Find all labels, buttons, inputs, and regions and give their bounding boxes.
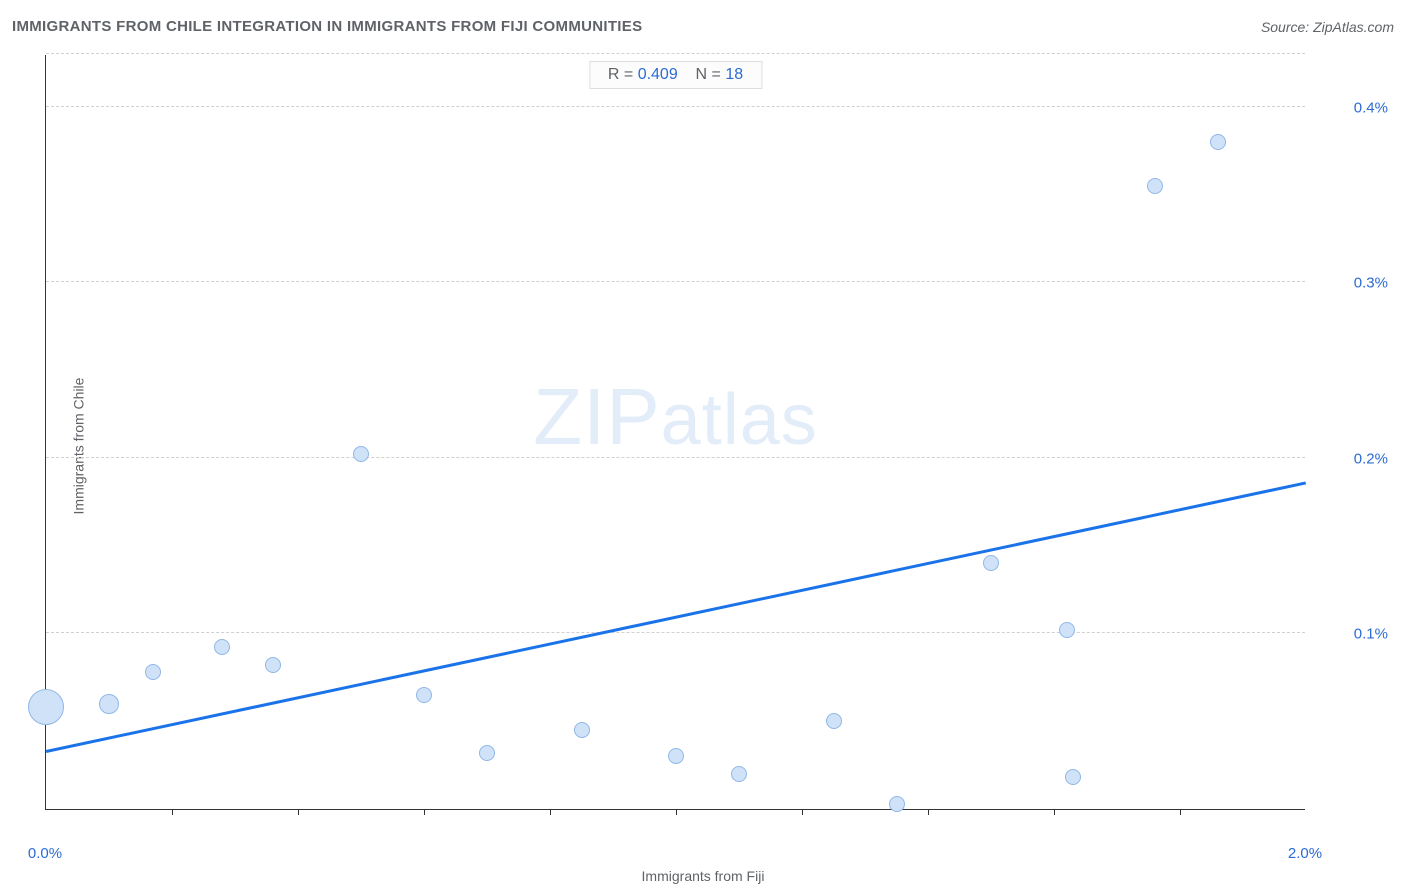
x-tick-minor xyxy=(424,809,425,815)
scatter-point xyxy=(265,657,281,673)
watermark: ZIPatlas xyxy=(533,371,818,463)
legend-n-value: 18 xyxy=(725,66,743,83)
chart-header: IMMIGRANTS FROM CHILE INTEGRATION IN IMM… xyxy=(12,18,1394,35)
x-tick-label: 0.0% xyxy=(28,845,62,862)
x-tick-minor xyxy=(550,809,551,815)
x-tick-label: 2.0% xyxy=(1288,845,1322,862)
legend-n-label: N = xyxy=(696,66,721,83)
scatter-point xyxy=(668,748,684,764)
y-tick-label: 0.4% xyxy=(1354,99,1388,116)
watermark-zip: ZIP xyxy=(533,372,660,461)
x-tick-minor xyxy=(298,809,299,815)
scatter-point xyxy=(889,796,905,812)
scatter-point xyxy=(416,687,432,703)
scatter-point xyxy=(574,722,590,738)
x-tick-minor xyxy=(172,809,173,815)
scatter-point xyxy=(826,713,842,729)
x-tick-minor xyxy=(1180,809,1181,815)
scatter-point xyxy=(1147,178,1163,194)
x-tick-minor xyxy=(1054,809,1055,815)
x-tick-minor xyxy=(676,809,677,815)
scatter-point xyxy=(28,689,64,725)
gridline xyxy=(46,632,1305,633)
gridline xyxy=(46,106,1305,107)
y-tick-label: 0.2% xyxy=(1354,450,1388,467)
gridline xyxy=(46,53,1305,54)
chart-legend: R = 0.409 N = 18 xyxy=(589,61,762,89)
gridline xyxy=(46,281,1305,282)
legend-r-label: R = xyxy=(608,66,633,83)
scatter-point xyxy=(479,745,495,761)
x-axis-label: Immigrants from Fiji xyxy=(642,868,765,884)
y-tick-label: 0.3% xyxy=(1354,275,1388,292)
x-tick-minor xyxy=(802,809,803,815)
gridline xyxy=(46,457,1305,458)
y-tick-label: 0.1% xyxy=(1354,626,1388,643)
scatter-point xyxy=(1059,622,1075,638)
watermark-atlas: atlas xyxy=(661,380,818,460)
scatter-point xyxy=(1065,769,1081,785)
scatter-point xyxy=(214,639,230,655)
scatter-chart: ZIPatlas R = 0.409 N = 18 xyxy=(45,55,1305,810)
scatter-point xyxy=(99,694,119,714)
chart-source: Source: ZipAtlas.com xyxy=(1261,19,1394,35)
scatter-point xyxy=(145,664,161,680)
x-tick-minor xyxy=(928,809,929,815)
scatter-point xyxy=(983,555,999,571)
legend-r-value: 0.409 xyxy=(638,66,678,83)
scatter-point xyxy=(731,766,747,782)
chart-title: IMMIGRANTS FROM CHILE INTEGRATION IN IMM… xyxy=(12,18,642,35)
trend-line xyxy=(46,482,1307,753)
scatter-point xyxy=(353,446,369,462)
scatter-point xyxy=(1210,134,1226,150)
